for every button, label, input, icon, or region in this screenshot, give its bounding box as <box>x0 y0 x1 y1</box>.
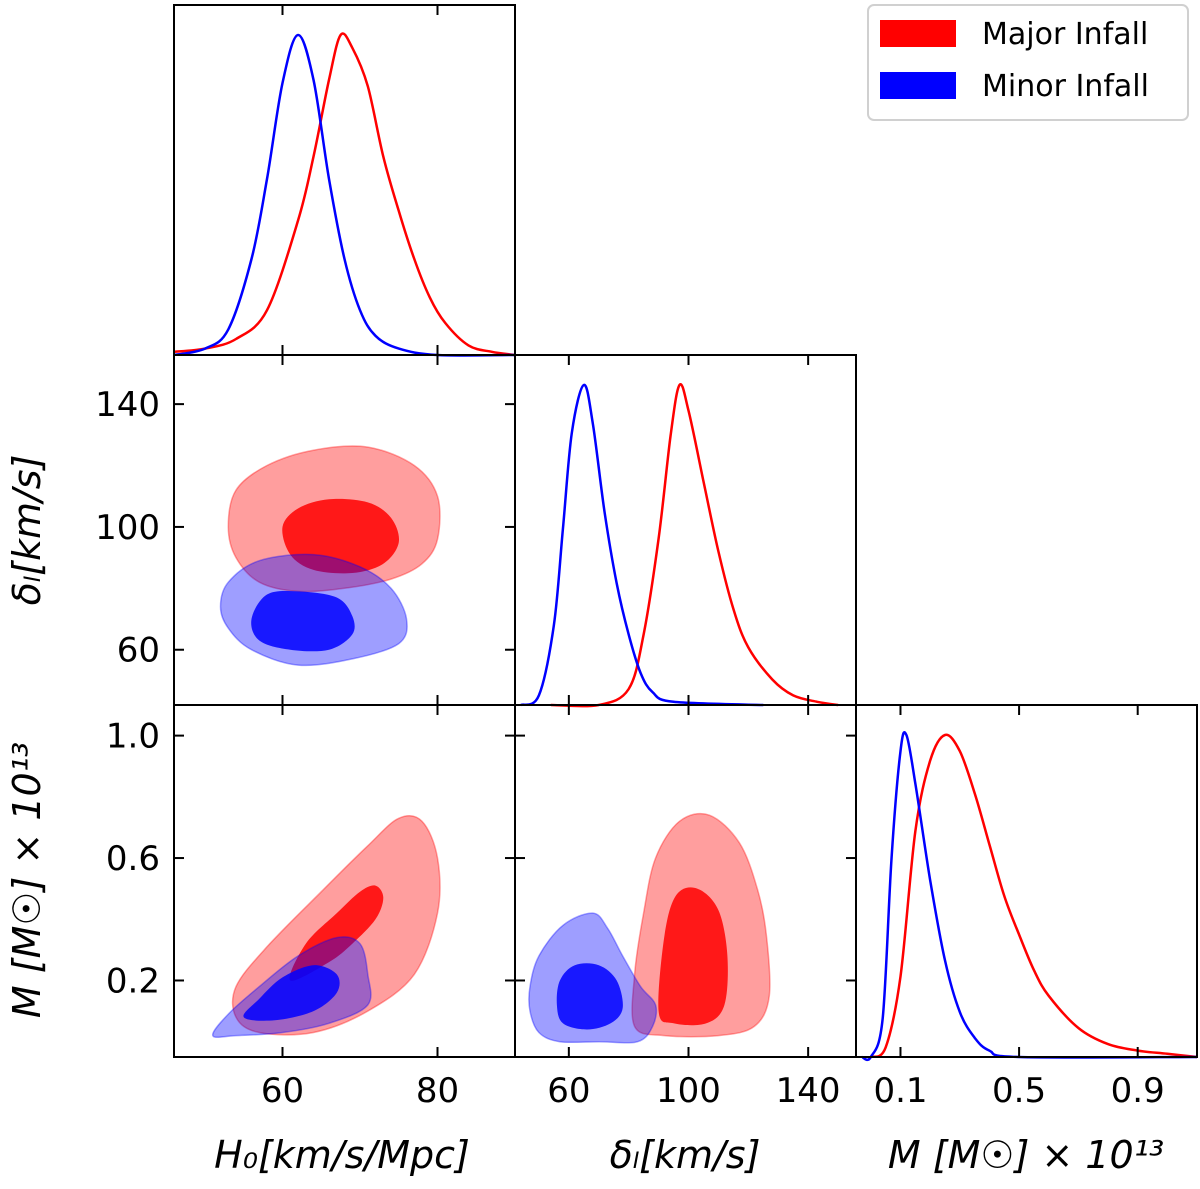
marginal-curve-h0-minor <box>173 33 516 357</box>
x-tick-label-delta: 60 <box>547 1071 590 1111</box>
x-tick-label-delta: 140 <box>776 1071 841 1111</box>
contour-panel-h0-mass <box>212 814 441 1039</box>
legend-swatch-minor <box>880 72 956 99</box>
x-tick-label-mass: 0.5 <box>992 1071 1046 1111</box>
panel-frame <box>855 704 1198 1058</box>
x-axis-label-h0: H₀[km/s/Mpc] <box>214 1133 470 1177</box>
contour-panel-delta-mass <box>528 812 771 1044</box>
contour-panel-h0-delta <box>219 445 441 667</box>
contour-h0-mass-minor-inner <box>243 965 340 1021</box>
marginal-panel-delta <box>520 382 839 708</box>
y-tick-label-delta: 60 <box>117 631 160 671</box>
contour-h0-delta-major-inner <box>282 498 400 574</box>
panel-frame <box>173 4 516 356</box>
marginal-curve-h0-major <box>173 32 516 357</box>
y-tick-label-mass: 1.0 <box>106 717 160 757</box>
x-tick-label-delta: 100 <box>656 1071 721 1111</box>
marginal-panel-mass <box>861 731 1198 1062</box>
y-tick-label-delta: 140 <box>95 385 160 425</box>
contour-delta-mass-major-inner <box>658 887 728 1026</box>
marginal-curve-mass-major <box>870 733 1198 1059</box>
x-tick-label-h0: 60 <box>261 1071 304 1111</box>
contour-h0-mass-major-inner <box>289 885 384 981</box>
x-tick-label-mass: 0.9 <box>1111 1071 1165 1111</box>
y-tick-label-mass: 0.6 <box>106 839 160 879</box>
legend-label-major: Major Infall <box>982 17 1148 52</box>
y-tick-label-mass: 0.2 <box>106 961 160 1001</box>
contour-delta-mass-minor-inner <box>556 963 623 1030</box>
marginal-curve-mass-minor <box>861 731 1198 1062</box>
y-tick-label-delta: 100 <box>95 508 160 548</box>
legend-label-minor: Minor Infall <box>982 69 1149 104</box>
marginal-curve-delta-major <box>550 382 839 708</box>
marginal-panel-h0 <box>173 32 516 357</box>
y-axis-label-delta: δₗ[km/s] <box>5 455 49 606</box>
x-tick-label-h0: 80 <box>416 1071 459 1111</box>
contour-h0-delta-minor-inner <box>251 590 355 652</box>
panel-frame <box>514 354 857 706</box>
x-tick-label-mass: 0.1 <box>873 1071 927 1111</box>
legend: Major Infall Minor Infall <box>867 4 1189 121</box>
y-axis-label-mass: M [M☉] × 10¹³ <box>5 742 49 1018</box>
x-axis-label-mass: M [M☉] × 10¹³ <box>888 1133 1164 1177</box>
legend-swatch-major <box>880 20 956 47</box>
x-axis-label-delta: δₗ[km/s] <box>610 1133 761 1177</box>
marginal-curve-delta-minor <box>520 383 764 707</box>
